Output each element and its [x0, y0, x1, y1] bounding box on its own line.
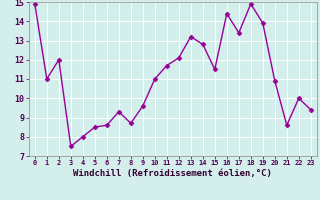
X-axis label: Windchill (Refroidissement éolien,°C): Windchill (Refroidissement éolien,°C) [73, 169, 272, 178]
